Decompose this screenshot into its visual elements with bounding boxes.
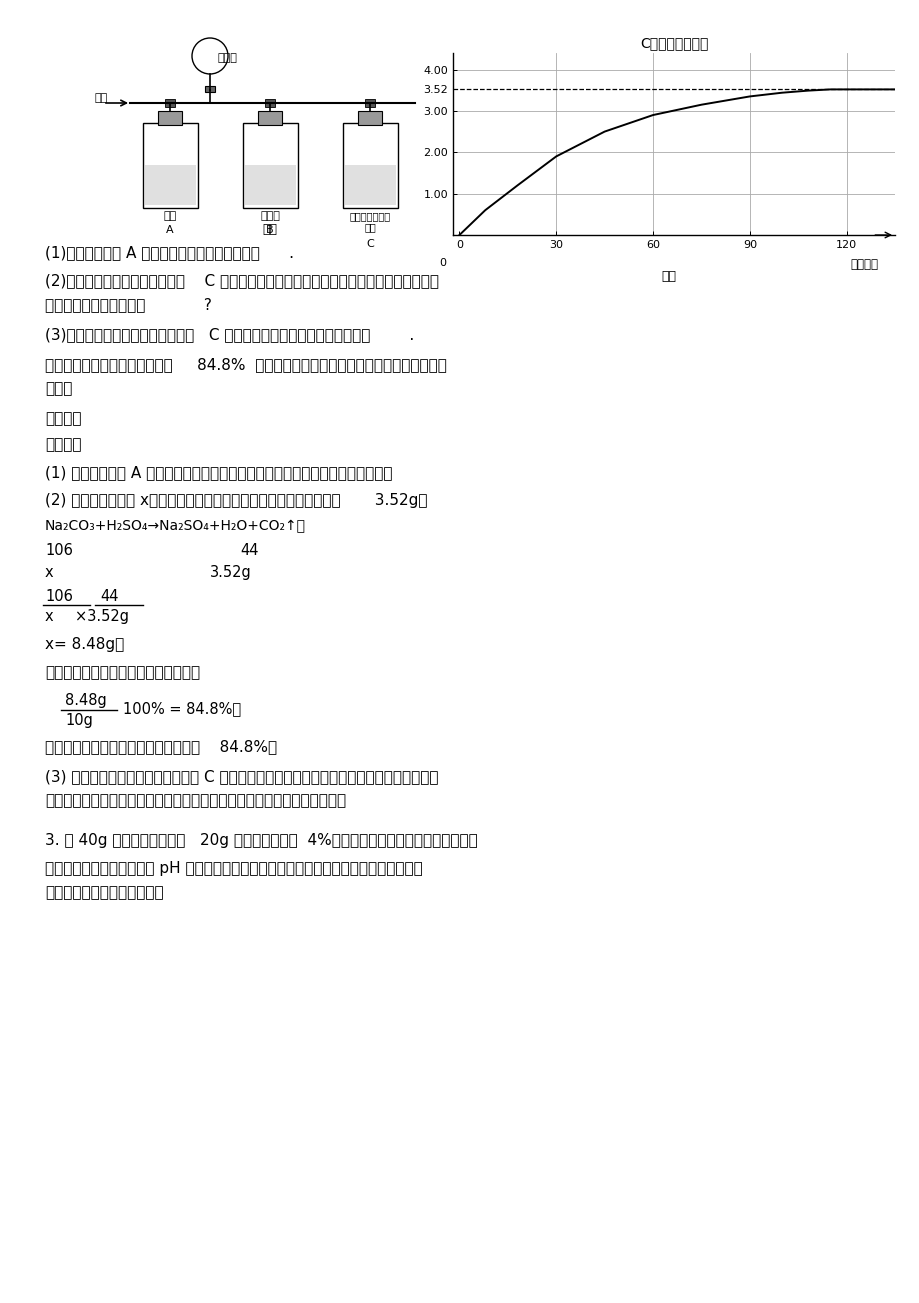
Text: (2)随着纯碌样品与稀硫酸反应，    C 装置增加的质量变化情况如图乙所示，则该食用纯碌中: (2)随着纯碌样品与稀硫酸反应， C 装置增加的质量变化情况如图乙所示，则该食用…	[45, 274, 438, 288]
Bar	[145, 165, 196, 205]
Text: x: x	[45, 609, 53, 624]
Text: 稀硫酸: 稀硫酸	[218, 53, 238, 63]
Text: 44: 44	[240, 543, 258, 558]
Text: 碳酸钓的质量分数是多少            ?: 碳酸钓的质量分数是多少 ?	[45, 297, 211, 311]
Bar	[365, 99, 375, 107]
Text: 则该食用纯碌中碳酸钓的质量分数是：: 则该食用纯碌中碳酸钓的质量分数是：	[45, 665, 200, 680]
Text: 浓硫酸: 浓硫酸	[260, 211, 279, 222]
Text: x= 8.48g，: x= 8.48g，	[45, 637, 124, 652]
Bar	[165, 99, 175, 107]
Text: 随着稀盐酸的滴加，溶液的 pH 变化如图一所示，溶液的温度变化如图二所示（不考虑反应: 随着稀盐酸的滴加，溶液的 pH 变化如图一所示，溶液的温度变化如图二所示（不考虑…	[45, 861, 423, 876]
Text: ×3.52g: ×3.52g	[75, 609, 129, 624]
Text: 3. 将 40g 稀盐酸逐滴加入到   20g 溶质质量分数为  4%的氯氧化钓溶液中，边滴加边搔拈。: 3. 将 40g 稀盐酸逐滴加入到 20g 溶质质量分数为 4%的氯氧化钓溶液中…	[45, 833, 477, 848]
Text: 0: 0	[439, 258, 446, 267]
Text: 【详解】: 【详解】	[45, 437, 82, 452]
Text: (3) 若将稀硫酸换为浓盐酸，实验中 C 装置增加的质量会偏大，是因为浓盐酸易挥发，挥发出: (3) 若将稀硫酸换为浓盐酸，实验中 C 装置增加的质量会偏大，是因为浓盐酸易挥…	[45, 769, 438, 784]
Text: 44: 44	[100, 589, 119, 605]
Bar	[343, 122, 398, 208]
Text: (2) 设碳酸钓质量为 x，由表中数据控制，反应生成二氧化碳的质量是       3.52g，: (2) 设碳酸钓质量为 x，由表中数据控制，反应生成二氧化碳的质量是 3.52g…	[45, 493, 427, 508]
Bar	[243, 122, 298, 208]
Text: B: B	[266, 225, 274, 235]
Text: 100% = 84.8%，: 100% = 84.8%，	[123, 701, 241, 717]
Text: 106: 106	[45, 589, 73, 605]
Text: A: A	[166, 225, 174, 235]
Bar	[142, 122, 198, 208]
Text: 【解析】: 【解析】	[45, 410, 82, 426]
Bar	[357, 111, 381, 125]
Text: 过程中热量损失）。试回答：: 过程中热量损失）。试回答：	[45, 885, 164, 900]
Text: Na₂CO₃+H₂SO₄→Na₂SO₄+H₂O+CO₂↑，: Na₂CO₃+H₂SO₄→Na₂SO₄+H₂O+CO₂↑，	[45, 519, 306, 533]
Text: 8.48g: 8.48g	[65, 693, 107, 708]
Text: 106: 106	[45, 543, 73, 558]
Text: 【答案】除去装置中的二氧化碳     84.8%  浓盐酸易挥发，挥发出的氯化氢气体能和氯氧化: 【答案】除去装置中的二氧化碳 84.8% 浓盐酸易挥发，挥发出的氯化氢气体能和氯…	[45, 357, 447, 371]
Text: (1)实验前，先往 A 装置通入一会儿氮气的目的是      .: (1)实验前，先往 A 装置通入一会儿氮气的目的是 .	[45, 245, 294, 261]
Text: 钓反应: 钓反应	[45, 380, 73, 396]
Text: 反应时间: 反应时间	[850, 258, 878, 271]
Text: 答：该食用纯碌中碳酸钓的质量分数是    84.8%；: 答：该食用纯碌中碳酸钓的质量分数是 84.8%；	[45, 739, 277, 754]
Text: 样品: 样品	[164, 211, 176, 222]
Bar	[205, 86, 215, 93]
Bar	[244, 165, 296, 205]
Text: C: C	[366, 238, 373, 249]
Title: C装置增加的质量: C装置增加的质量	[639, 36, 708, 51]
Text: 的氯化氢气体能和氯氧化钓反应，导致测得的纯碌碳酸钓的质量分数偏大。: 的氯化氢气体能和氯氧化钓反应，导致测得的纯碌碳酸钓的质量分数偏大。	[45, 794, 346, 808]
Text: (1) 实验前，先往 A 装置通入一会儿氮气的目的是除去装置内空气中的二氧化碳；: (1) 实验前，先往 A 装置通入一会儿氮气的目的是除去装置内空气中的二氧化碳；	[45, 465, 392, 480]
Bar	[158, 111, 182, 125]
Bar	[345, 165, 395, 205]
Text: 足量的氢氧化钠
溶液: 足量的氢氧化钠 溶液	[349, 211, 391, 233]
Text: 图乙: 图乙	[661, 270, 676, 283]
Bar	[257, 111, 282, 125]
Text: 3.52g: 3.52g	[210, 566, 252, 580]
Text: 氮气: 氮气	[95, 93, 108, 103]
Text: x: x	[45, 566, 53, 580]
Bar	[265, 99, 275, 107]
Text: (3)若将稀硫酸换为浓盐酸，实验中   C 装置增加的质量会偏大，请说明理由        .: (3)若将稀硫酸换为浓盐酸，实验中 C 装置增加的质量会偏大，请说明理由 .	[45, 327, 414, 341]
Text: 10g: 10g	[65, 713, 93, 728]
Text: 图甲: 图甲	[262, 223, 278, 236]
